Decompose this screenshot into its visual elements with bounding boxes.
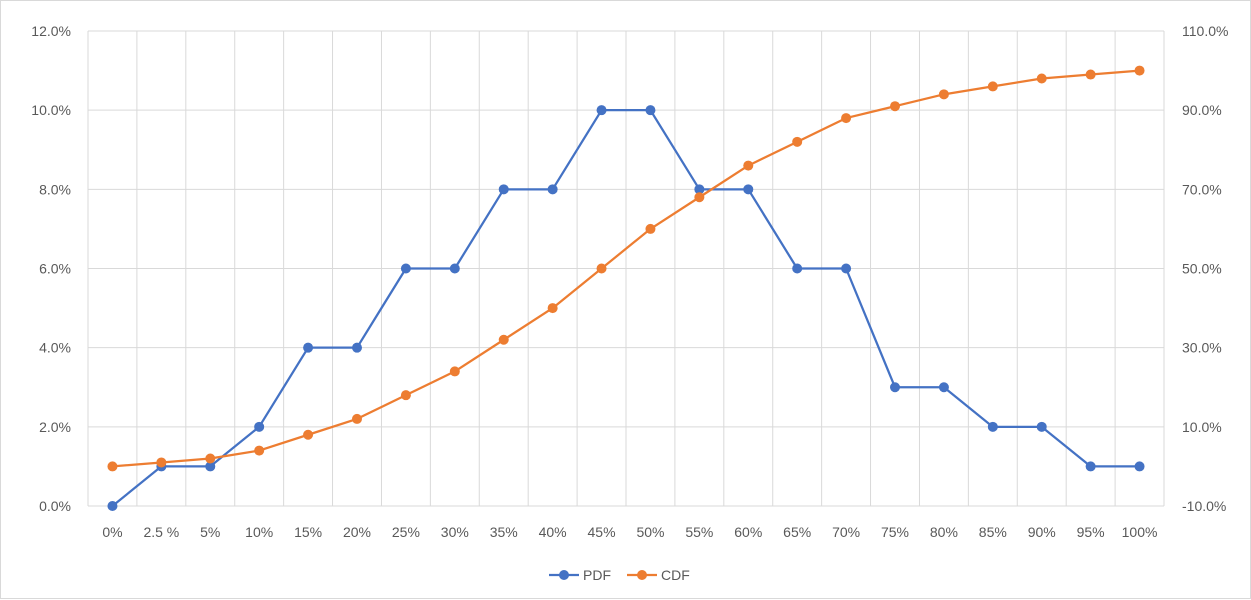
data-point-cdf [107,461,118,472]
legend-item-cdf: CDF [627,567,690,583]
data-point-pdf [205,461,216,472]
y-tick-label-secondary: 90.0% [1182,102,1222,118]
y-tick-label-primary: 10.0% [31,102,71,118]
data-point-cdf [890,101,900,112]
x-tick-label: 80% [930,524,958,540]
data-point-cdf [1036,73,1047,84]
legend-item-pdf: PDF [549,567,611,583]
x-tick-label: 45% [588,524,616,540]
data-point-pdf [547,184,558,195]
data-point-pdf [596,105,607,116]
x-tick-label: 85% [979,524,1007,540]
x-tick-label: 20% [343,524,371,540]
x-tick-label: 90% [1028,524,1056,540]
x-tick-label: 25% [392,524,420,540]
x-tick-label: 100% [1122,524,1158,540]
x-tick-label: 60% [734,524,762,540]
legend: PDF CDF [549,567,690,583]
data-point-cdf [645,223,656,234]
y-tick-label-primary: 12.0% [31,23,71,39]
series-pdf [107,105,1145,511]
y-axis-secondary: -10.0% 10.0% 30.0% 50.0% 70.0% 90.0% 110.0% [1182,23,1228,514]
data-point-cdf [596,263,607,274]
y-tick-label-secondary: 110.0% [1182,23,1228,39]
x-axis: 0% 2.5 % 5% 10% 15% 20% 25% 30% 35% 40% 45% 50% 55% 6… [102,524,1157,540]
data-point-cdf [400,390,411,401]
x-tick-label: 75% [881,524,909,540]
data-point-cdf [694,192,705,203]
y-tick-label-primary: 4.0% [39,340,71,356]
data-point-pdf [1085,461,1096,472]
x-tick-label: 65% [783,524,811,540]
x-tick-label: 95% [1077,524,1105,540]
data-point-pdf [449,263,460,274]
x-tick-label: 10% [245,524,273,540]
data-point-cdf [841,113,852,124]
data-point-cdf [792,136,803,147]
y-tick-label-secondary: 70.0% [1182,181,1222,197]
data-point-pdf [352,342,362,353]
data-point-cdf [254,445,265,456]
data-point-cdf [547,303,558,314]
x-tick-label: 5% [200,524,220,540]
data-point-pdf [303,342,314,353]
y-tick-label-primary: 8.0% [39,181,71,197]
data-point-cdf [987,81,998,92]
legend-label: CDF [661,567,690,583]
data-point-cdf [352,413,362,424]
gridlines [87,30,1165,507]
x-tick-label: 40% [539,524,567,540]
x-tick-label: 50% [636,524,664,540]
data-point-pdf [694,184,705,195]
data-point-pdf [938,382,949,393]
data-point-cdf [205,453,216,464]
data-point-pdf [841,263,852,274]
x-tick-label: 15% [294,524,322,540]
data-point-cdf [938,89,949,100]
data-point-pdf [498,184,509,195]
x-tick-label: 35% [490,524,518,540]
x-tick-label: 30% [441,524,469,540]
series-line-cdf [112,69,1140,468]
legend-marker [559,570,569,580]
data-point-pdf [107,501,118,511]
data-point-cdf [1085,69,1096,80]
data-point-pdf [1134,461,1145,472]
y-tick-label-secondary: -10.0% [1182,498,1226,514]
data-point-pdf [890,382,900,393]
legend-marker [637,570,647,580]
x-tick-label: 70% [832,524,860,540]
data-point-pdf [743,184,754,195]
series-line-pdf [111,109,1140,507]
data-point-cdf [743,160,754,171]
data-point-cdf [156,457,167,468]
data-point-cdf [1134,65,1145,76]
y-tick-label-primary: 2.0% [39,419,71,435]
x-tick-label: 0% [102,524,122,540]
legend-label: PDF [583,567,611,583]
data-point-cdf [449,366,460,377]
data-point-pdf [987,421,998,432]
y-tick-label-secondary: 30.0% [1182,340,1222,356]
y-tick-label-primary: 0.0% [39,498,71,514]
data-point-pdf [254,421,265,432]
data-point-pdf [645,105,656,116]
series-cdf [107,65,1145,472]
data-point-pdf [792,263,803,274]
data-point-pdf [400,263,411,274]
y-tick-label-secondary: 10.0% [1182,419,1222,435]
data-point-pdf [1036,421,1047,432]
y-tick-label-primary: 6.0% [39,261,71,277]
x-tick-label: 55% [685,524,713,540]
y-tick-label-secondary: 50.0% [1182,261,1222,277]
y-axis-primary: 0.0% 2.0% 4.0% 6.0% 8.0% 10.0% 12.0% [31,23,71,514]
x-tick-label: 2.5 % [143,524,179,540]
data-point-cdf [303,429,314,440]
data-point-cdf [498,334,509,345]
